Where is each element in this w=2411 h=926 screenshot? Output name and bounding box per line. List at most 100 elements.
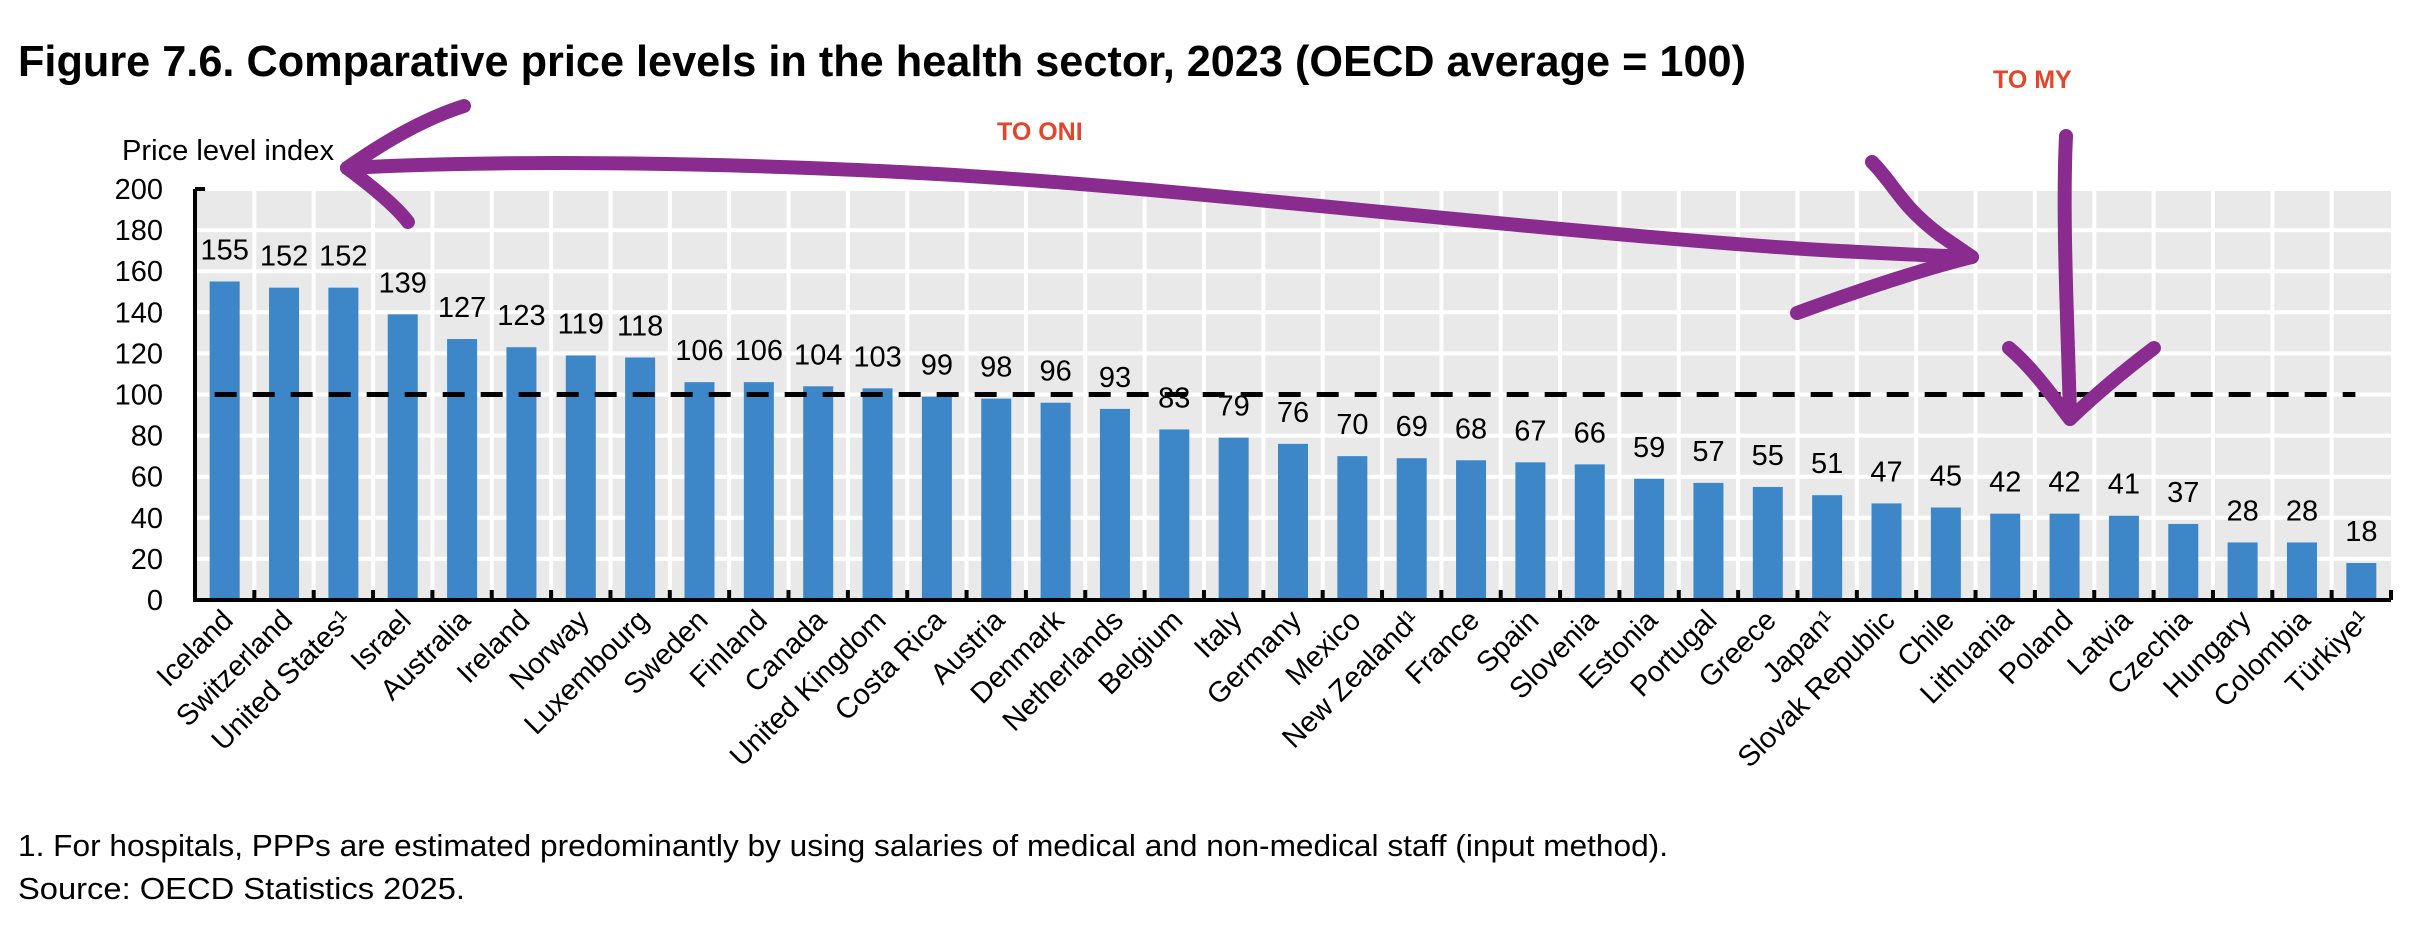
bar xyxy=(625,357,656,600)
value-label: 37 xyxy=(2167,477,2199,509)
value-label: 76 xyxy=(1277,397,1309,429)
bar xyxy=(1574,464,1605,600)
value-label: 55 xyxy=(1752,440,1784,472)
value-label: 69 xyxy=(1396,411,1428,443)
bar xyxy=(1990,513,2021,600)
y-tick-label: 160 xyxy=(115,256,163,288)
bar xyxy=(2049,513,2080,600)
bar xyxy=(1278,443,1308,600)
value-label: 118 xyxy=(617,311,663,343)
bar xyxy=(2168,523,2199,600)
grid-lines xyxy=(195,187,2391,602)
value-labels: 155 152 152 139 127 123 119 118 106 106 104 103 99 98… xyxy=(200,234,2377,548)
value-label: 18 xyxy=(2345,516,2377,548)
axes xyxy=(193,187,2393,602)
value-label: 67 xyxy=(1514,415,1546,447)
value-label: 139 xyxy=(379,267,427,299)
value-label: 123 xyxy=(497,300,545,332)
bar xyxy=(1040,402,1071,600)
y-axis-label: Price level index xyxy=(122,135,335,167)
footnote: 1. For hospitals, PPPs are estimated pre… xyxy=(18,828,1668,863)
value-label: 79 xyxy=(1218,391,1250,423)
value-label: 68 xyxy=(1455,413,1487,445)
bar xyxy=(2286,542,2317,600)
bar xyxy=(684,382,715,600)
bar xyxy=(1752,486,1783,600)
annotation-to-oni: TO ONI xyxy=(997,118,1083,146)
y-tick-label: 180 xyxy=(115,215,163,247)
value-label: 127 xyxy=(438,292,486,324)
value-label: 51 xyxy=(1811,448,1843,480)
bar xyxy=(2346,563,2377,600)
double-arrow-shaft xyxy=(340,156,1979,264)
y-tick-label: 60 xyxy=(131,462,163,494)
left-arrowhead-icon xyxy=(340,99,471,229)
bar xyxy=(1693,482,1724,600)
bar xyxy=(328,287,359,600)
value-label: 41 xyxy=(2108,469,2140,501)
value-label: 152 xyxy=(260,241,308,273)
bar xyxy=(269,287,300,600)
bar xyxy=(1159,429,1190,600)
y-tick-label: 80 xyxy=(131,421,163,453)
bar xyxy=(862,388,893,600)
y-tick-label: 0 xyxy=(147,585,163,617)
value-label: 83 xyxy=(1158,382,1190,414)
bar xyxy=(1871,503,1902,600)
value-label: 66 xyxy=(1574,417,1606,449)
annotation-to-my: TO MY xyxy=(1993,66,2072,94)
value-label: 106 xyxy=(735,335,783,367)
bar xyxy=(1812,495,1843,600)
down-arrow-shaft xyxy=(2057,129,2077,426)
down-arrowhead-icon xyxy=(2002,341,2161,426)
value-label: 155 xyxy=(200,234,248,266)
value-label: 42 xyxy=(1989,467,2021,499)
y-tick-labels: 0 20 40 60 80 100 120 140 160 180 200 xyxy=(115,174,163,617)
value-label: 103 xyxy=(853,341,901,373)
bars xyxy=(209,281,2377,600)
bar xyxy=(2108,515,2139,600)
bar xyxy=(921,396,952,600)
value-label: 99 xyxy=(921,350,953,382)
value-label: 47 xyxy=(1870,456,1902,488)
value-label: 119 xyxy=(558,308,604,340)
value-label: 57 xyxy=(1692,436,1724,468)
value-label: 59 xyxy=(1633,432,1665,464)
value-label: 98 xyxy=(980,352,1012,384)
right-arrowhead-icon xyxy=(1790,155,1979,320)
bar xyxy=(1396,458,1427,600)
bar xyxy=(1930,507,1961,600)
source-note: Source: OECD Statistics 2025. xyxy=(18,871,465,906)
bar xyxy=(1456,460,1487,600)
bar xyxy=(1218,437,1249,600)
bar xyxy=(1099,408,1130,600)
bar xyxy=(1634,478,1665,600)
bar xyxy=(506,347,537,600)
y-tick-label: 40 xyxy=(131,503,163,535)
handdrawn-arrows xyxy=(340,99,2161,426)
bar xyxy=(743,382,774,600)
bar xyxy=(447,339,478,600)
y-tick-label: 200 xyxy=(115,174,163,206)
bar xyxy=(209,281,240,600)
value-label: 70 xyxy=(1336,409,1368,441)
bar xyxy=(1337,456,1368,600)
bar xyxy=(1515,462,1546,600)
y-tick-label: 20 xyxy=(131,544,163,576)
bar xyxy=(803,386,834,600)
y-tick-label: 120 xyxy=(115,338,163,370)
value-label: 93 xyxy=(1099,362,1131,394)
y-tick-label: 100 xyxy=(115,380,163,412)
value-label: 28 xyxy=(2286,495,2318,527)
value-label: 104 xyxy=(794,339,842,371)
bar xyxy=(981,398,1012,600)
value-label: 45 xyxy=(1930,461,1962,493)
y-tick-label: 140 xyxy=(115,297,163,329)
value-label: 152 xyxy=(319,241,367,273)
value-label: 106 xyxy=(675,335,723,367)
value-label: 96 xyxy=(1039,356,1071,388)
chart-title: Figure 7.6. Comparative price levels in … xyxy=(18,37,1746,86)
value-label: 28 xyxy=(2226,495,2258,527)
